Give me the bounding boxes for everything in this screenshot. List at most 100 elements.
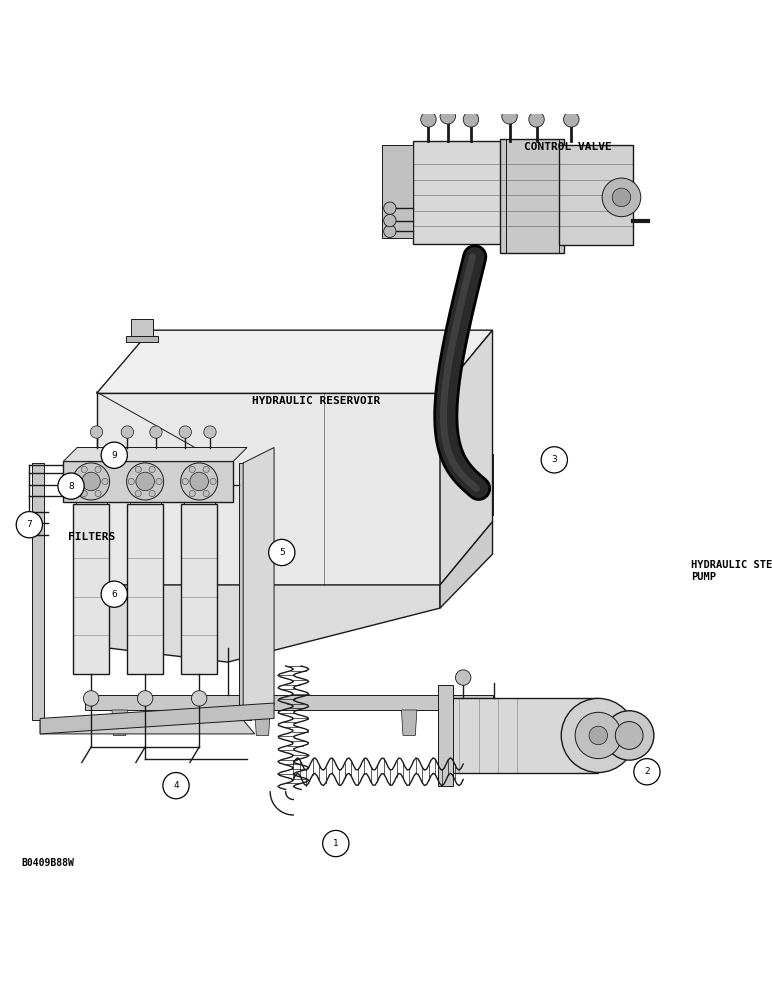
Circle shape bbox=[101, 442, 127, 468]
Polygon shape bbox=[96, 330, 493, 393]
Circle shape bbox=[561, 698, 635, 773]
Circle shape bbox=[604, 711, 654, 760]
Polygon shape bbox=[63, 461, 233, 502]
Text: 1: 1 bbox=[333, 839, 339, 848]
Circle shape bbox=[181, 463, 218, 500]
Polygon shape bbox=[40, 703, 274, 734]
Polygon shape bbox=[471, 710, 486, 735]
Text: B0409B88W: B0409B88W bbox=[22, 858, 74, 868]
Polygon shape bbox=[413, 141, 506, 244]
Circle shape bbox=[203, 490, 209, 497]
Circle shape bbox=[440, 109, 455, 124]
Circle shape bbox=[189, 466, 195, 473]
Circle shape bbox=[589, 726, 608, 745]
Circle shape bbox=[82, 472, 100, 491]
Circle shape bbox=[128, 478, 134, 485]
Polygon shape bbox=[440, 330, 493, 585]
Circle shape bbox=[182, 478, 188, 485]
Text: 3: 3 bbox=[551, 455, 557, 464]
Text: HYDRAULIC STEERING
PUMP: HYDRAULIC STEERING PUMP bbox=[691, 560, 772, 582]
Circle shape bbox=[58, 473, 84, 499]
Polygon shape bbox=[127, 504, 163, 674]
Circle shape bbox=[541, 447, 567, 473]
Circle shape bbox=[634, 759, 660, 785]
Circle shape bbox=[150, 426, 162, 438]
Circle shape bbox=[136, 472, 154, 491]
Polygon shape bbox=[382, 145, 413, 238]
Text: 8: 8 bbox=[68, 482, 74, 491]
Circle shape bbox=[529, 112, 544, 127]
Circle shape bbox=[189, 490, 195, 497]
Circle shape bbox=[323, 830, 349, 857]
Circle shape bbox=[149, 466, 155, 473]
Polygon shape bbox=[130, 487, 161, 504]
Circle shape bbox=[502, 109, 517, 124]
Polygon shape bbox=[255, 710, 270, 735]
Circle shape bbox=[90, 426, 103, 438]
Circle shape bbox=[74, 478, 80, 485]
Polygon shape bbox=[131, 319, 153, 338]
Circle shape bbox=[191, 691, 207, 706]
Polygon shape bbox=[85, 695, 493, 710]
Circle shape bbox=[421, 112, 436, 127]
Text: 4: 4 bbox=[173, 781, 179, 790]
Circle shape bbox=[457, 463, 469, 475]
Polygon shape bbox=[112, 710, 127, 735]
Circle shape bbox=[384, 214, 396, 227]
Polygon shape bbox=[181, 504, 217, 674]
Text: FILTERS: FILTERS bbox=[68, 532, 115, 542]
Circle shape bbox=[615, 722, 643, 749]
Circle shape bbox=[384, 202, 396, 214]
Polygon shape bbox=[184, 487, 215, 504]
Polygon shape bbox=[73, 504, 109, 674]
Circle shape bbox=[210, 478, 216, 485]
Text: 6: 6 bbox=[111, 590, 117, 599]
Polygon shape bbox=[243, 448, 274, 720]
Circle shape bbox=[135, 490, 141, 497]
Circle shape bbox=[95, 466, 101, 473]
Circle shape bbox=[384, 225, 396, 238]
Circle shape bbox=[137, 691, 153, 706]
Circle shape bbox=[149, 490, 155, 497]
Circle shape bbox=[612, 188, 631, 207]
Polygon shape bbox=[126, 336, 158, 342]
Circle shape bbox=[121, 426, 134, 438]
Circle shape bbox=[179, 426, 191, 438]
Circle shape bbox=[455, 670, 471, 685]
Polygon shape bbox=[76, 487, 107, 504]
Circle shape bbox=[203, 466, 209, 473]
Circle shape bbox=[156, 478, 162, 485]
Polygon shape bbox=[63, 448, 247, 461]
Circle shape bbox=[135, 466, 141, 473]
Polygon shape bbox=[500, 139, 564, 253]
Circle shape bbox=[575, 712, 621, 759]
Circle shape bbox=[81, 466, 87, 473]
Text: 7: 7 bbox=[26, 520, 32, 529]
Polygon shape bbox=[438, 685, 453, 786]
Circle shape bbox=[463, 112, 479, 127]
Polygon shape bbox=[96, 393, 440, 585]
Polygon shape bbox=[96, 585, 440, 662]
Circle shape bbox=[163, 773, 189, 799]
Circle shape bbox=[564, 112, 579, 127]
Circle shape bbox=[95, 490, 101, 497]
Polygon shape bbox=[440, 522, 493, 608]
Circle shape bbox=[16, 512, 42, 538]
Text: 5: 5 bbox=[279, 548, 285, 557]
Polygon shape bbox=[32, 463, 44, 720]
Text: 9: 9 bbox=[111, 451, 117, 460]
Polygon shape bbox=[401, 710, 417, 735]
Text: HYDRAULIC RESERVOIR: HYDRAULIC RESERVOIR bbox=[252, 396, 381, 406]
Polygon shape bbox=[239, 463, 251, 720]
Circle shape bbox=[190, 472, 208, 491]
Circle shape bbox=[101, 581, 127, 607]
Circle shape bbox=[83, 691, 99, 706]
Text: CONTROL VALVE: CONTROL VALVE bbox=[523, 142, 611, 152]
Circle shape bbox=[127, 463, 164, 500]
Text: 2: 2 bbox=[644, 767, 650, 776]
Polygon shape bbox=[444, 698, 598, 773]
Polygon shape bbox=[40, 720, 255, 734]
Polygon shape bbox=[559, 145, 633, 245]
Circle shape bbox=[602, 178, 641, 217]
Circle shape bbox=[73, 463, 110, 500]
